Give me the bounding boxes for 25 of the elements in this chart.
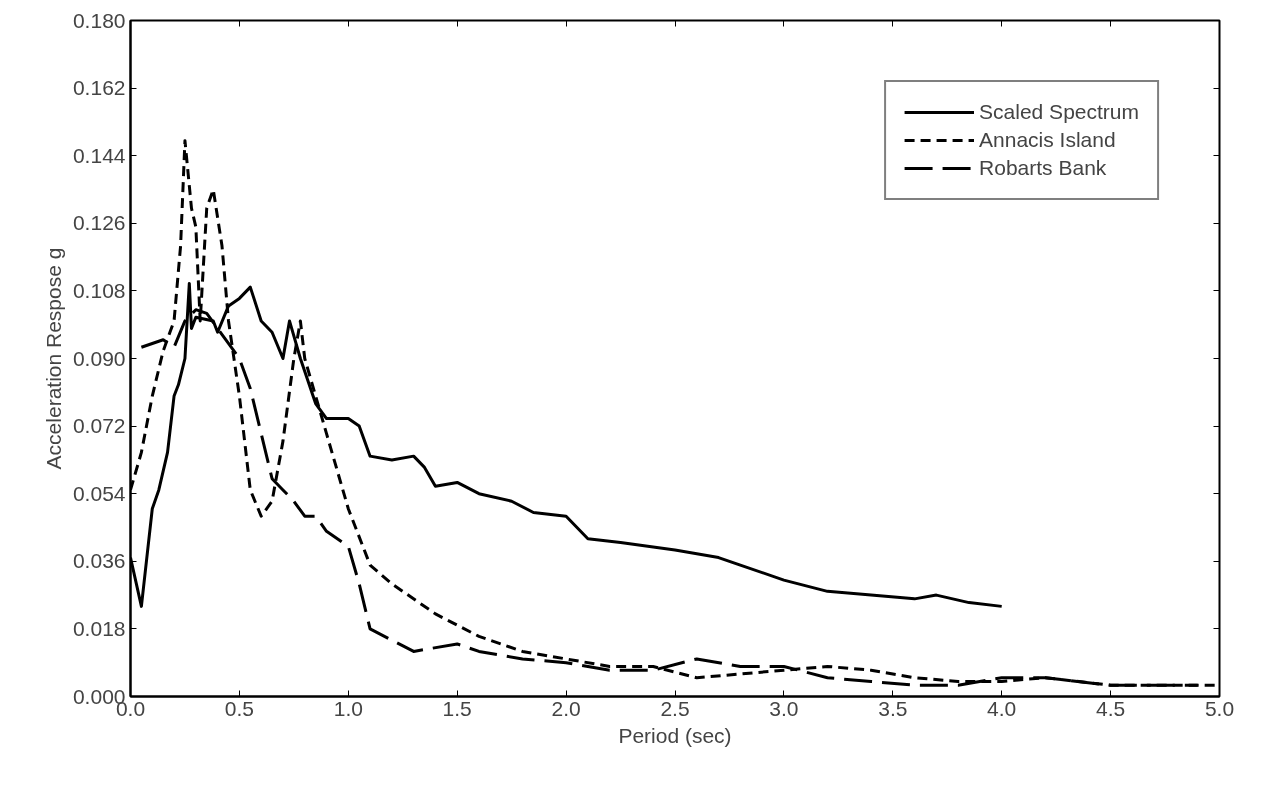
x-axis-title: Period (sec) <box>618 723 732 747</box>
x-tick-label: 1.0 <box>333 696 363 720</box>
legend-label: Annacis Island <box>979 128 1116 152</box>
x-tick-label: 2.5 <box>660 696 690 720</box>
x-tick-label: 4.5 <box>1096 696 1126 720</box>
x-tick-label: 3.0 <box>769 696 799 720</box>
y-tick-label: 0.090 <box>72 346 126 370</box>
y-tick-label: 0.108 <box>72 278 126 302</box>
y-tick-label: 0.144 <box>72 143 126 167</box>
x-tick-label: 3.5 <box>878 696 908 720</box>
x-tick-label: 2.0 <box>551 696 581 720</box>
legend-label: Robarts Bank <box>979 156 1107 180</box>
y-tick-label: 0.054 <box>72 481 126 505</box>
x-tick-label: 0.5 <box>224 696 255 720</box>
x-tick-label: 4.0 <box>987 696 1017 720</box>
x-tick-label: 5.0 <box>1204 696 1235 720</box>
y-tick-label: 0.180 <box>72 8 126 32</box>
y-tick-label: 0.162 <box>72 76 126 100</box>
legend-label: Scaled Spectrum <box>979 100 1139 124</box>
y-tick-label: 0.018 <box>72 616 126 640</box>
y-tick-label: 0.126 <box>72 211 126 235</box>
y-axis-title: Acceleration Respose g <box>41 247 65 470</box>
y-tick-label: 0.036 <box>72 549 126 573</box>
x-tick-label: 1.5 <box>442 696 472 720</box>
y-tick-label: 0.072 <box>72 414 126 438</box>
